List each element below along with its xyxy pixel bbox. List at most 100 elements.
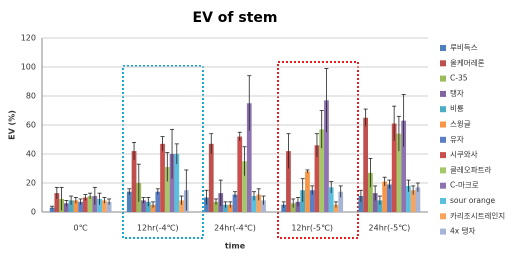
bar — [82, 197, 88, 212]
legend-label: 스윙글 — [450, 119, 471, 129]
bar — [213, 201, 219, 212]
bar — [368, 172, 373, 212]
legend-swatch — [440, 106, 446, 113]
legend-swatch — [440, 60, 446, 67]
bar — [227, 204, 233, 212]
legend-label: 비룡 — [450, 104, 464, 113]
bar — [382, 181, 388, 212]
legend-swatch — [440, 213, 446, 220]
bar — [208, 143, 214, 212]
bar — [169, 154, 175, 212]
chart-title: EV of stem — [193, 10, 278, 26]
bar — [328, 187, 334, 212]
bar — [261, 200, 266, 212]
bar — [324, 100, 329, 212]
y-tick-label: 40 — [26, 150, 36, 159]
bar — [319, 129, 325, 212]
y-tick-label: 0 — [31, 208, 36, 217]
x-tick-label: 24hr(-4℃) — [214, 224, 256, 233]
y-tick-label: 60 — [26, 121, 36, 130]
legend-swatch — [440, 121, 446, 128]
bar — [387, 184, 392, 212]
bar — [286, 151, 291, 212]
bar — [150, 204, 156, 212]
bar — [179, 200, 184, 212]
legend-swatch — [440, 136, 446, 143]
legend-label: 유자 — [450, 135, 464, 144]
legend-swatch — [440, 75, 446, 82]
bar — [78, 201, 83, 212]
bar — [338, 191, 344, 212]
highlight-box — [277, 61, 359, 239]
bar — [101, 200, 107, 212]
bar — [155, 191, 161, 212]
bar — [97, 198, 102, 212]
bar — [68, 200, 74, 212]
bar — [54, 193, 60, 212]
bar — [87, 196, 93, 212]
y-tick-label: 100 — [21, 63, 36, 72]
bar — [106, 201, 112, 212]
bar — [281, 204, 287, 212]
y-axis-title: EV (%) — [8, 110, 17, 140]
y-tick-label: 80 — [26, 92, 36, 101]
bar — [372, 193, 378, 212]
bar — [237, 136, 243, 212]
x-tick-label: 0℃ — [74, 224, 88, 233]
x-tick-label: 12hr(-4℃) — [137, 224, 179, 233]
legend-swatch — [440, 182, 446, 189]
highlight-box — [122, 65, 204, 239]
legend-swatch — [440, 198, 446, 204]
bar — [314, 145, 320, 212]
legend-label: C-마크로 — [450, 181, 479, 190]
legend-swatch — [440, 45, 446, 51]
bar — [232, 194, 238, 212]
bar — [131, 151, 137, 212]
bar — [246, 103, 252, 212]
bar — [49, 207, 55, 212]
legend-label: C-35 — [450, 74, 468, 83]
bar — [363, 117, 369, 212]
bar — [63, 203, 69, 212]
bar — [126, 191, 132, 212]
bar — [415, 187, 421, 212]
bar — [305, 171, 310, 212]
x-tick-label: 12hr(-5℃) — [291, 224, 333, 233]
bar — [401, 120, 407, 212]
bar — [333, 204, 339, 212]
legend-label: 탱자 — [450, 88, 464, 98]
bar — [256, 194, 262, 212]
legend-swatch — [440, 152, 446, 159]
bar — [174, 154, 180, 212]
bar — [223, 204, 228, 212]
legend-label: sour orange — [450, 196, 495, 205]
bar — [160, 143, 165, 212]
bar — [309, 190, 315, 212]
bar — [73, 200, 79, 212]
legend-swatch — [440, 228, 446, 235]
x-axis-title: time — [225, 242, 246, 251]
bar — [141, 200, 146, 212]
legend-label: 클레오파트라 — [450, 165, 491, 174]
y-tick-label: 120 — [21, 34, 36, 43]
bar — [242, 161, 247, 212]
bar — [145, 201, 151, 212]
y-tick-label: 20 — [26, 179, 36, 188]
bar — [358, 196, 364, 212]
legend-label: 시쿠와사 — [450, 149, 478, 159]
bar — [377, 200, 383, 212]
legend-label: 카리조시트레인지 — [450, 210, 505, 220]
bar — [251, 196, 257, 212]
legend-label: 4x 탱자 — [450, 226, 475, 236]
bar — [164, 167, 170, 212]
bar — [410, 190, 416, 212]
bar — [391, 123, 397, 212]
legend-label: 올케머레론 — [450, 58, 485, 67]
legend-swatch — [440, 90, 446, 97]
legend-label: 루비득스 — [450, 43, 478, 52]
x-tick-label: 24hr(-5℃) — [369, 224, 411, 233]
bar — [396, 133, 402, 212]
bar — [295, 201, 301, 212]
legend-swatch — [440, 167, 446, 174]
